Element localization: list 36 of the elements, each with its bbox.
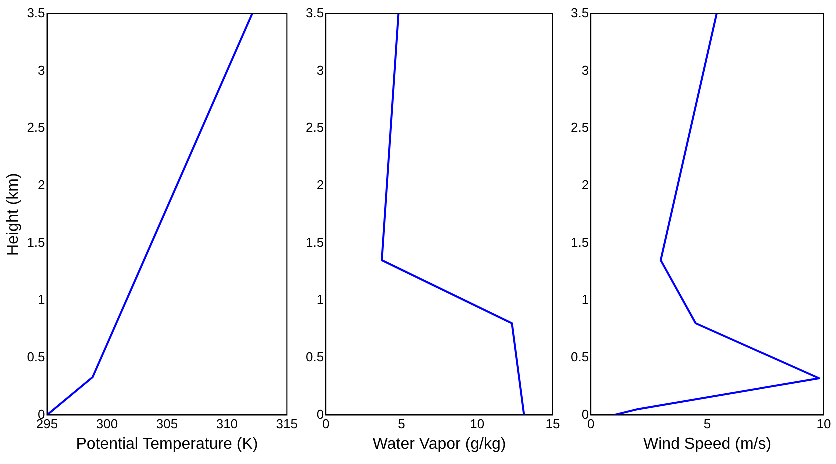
y-tick-label: 3 xyxy=(316,62,324,78)
x-tick-label: 10 xyxy=(470,416,485,432)
y-tick-label: 3.5 xyxy=(306,6,324,21)
y-tick-label: 3 xyxy=(582,62,590,78)
y-tick-label: 1 xyxy=(316,292,324,308)
y-tick-label: 0.5 xyxy=(27,349,46,364)
y-tick-label: 0.5 xyxy=(306,349,324,364)
y-tick-label: 1.5 xyxy=(570,234,590,250)
y-tick-label: 2 xyxy=(38,178,46,193)
y-tick-label: 2.5 xyxy=(570,120,590,136)
y-tick-label: 2.5 xyxy=(306,120,324,136)
y-axis-title: Height (km) xyxy=(5,173,22,256)
x-tick-label: 5 xyxy=(704,416,712,432)
x-tick-label: 305 xyxy=(156,416,178,432)
y-tick-label: 2 xyxy=(316,178,324,193)
x-tick-label: 315 xyxy=(276,416,298,432)
x-tick-label: 300 xyxy=(96,416,118,432)
x-tick-label: 15 xyxy=(546,416,560,432)
y-tick-label: 2 xyxy=(582,178,590,193)
x-tick-label: 310 xyxy=(216,416,238,432)
x-axis-title: Potential Temperature (K) xyxy=(76,436,258,453)
y-tick-label: 3.5 xyxy=(27,6,46,21)
y-tick-label: 1 xyxy=(582,292,590,308)
x-tick-label: 10 xyxy=(816,416,832,432)
y-tick-label: 0 xyxy=(316,406,324,422)
x-tick-label: 5 xyxy=(398,416,406,432)
y-tick-label: 1.5 xyxy=(306,234,324,250)
y-tick-label: 3.5 xyxy=(570,6,590,21)
y-tick-label: 0.5 xyxy=(570,349,590,364)
y-tick-label: 0 xyxy=(582,406,590,422)
y-tick-label: 1 xyxy=(38,292,46,308)
y-tick-label: 3 xyxy=(38,62,46,78)
y-tick-label: 2.5 xyxy=(27,120,46,136)
x-axis-title: Wind Speed (m/s) xyxy=(644,436,772,453)
y-tick-label: 1.5 xyxy=(27,234,46,250)
x-axis-title: Water Vapor (g/kg) xyxy=(372,436,506,453)
